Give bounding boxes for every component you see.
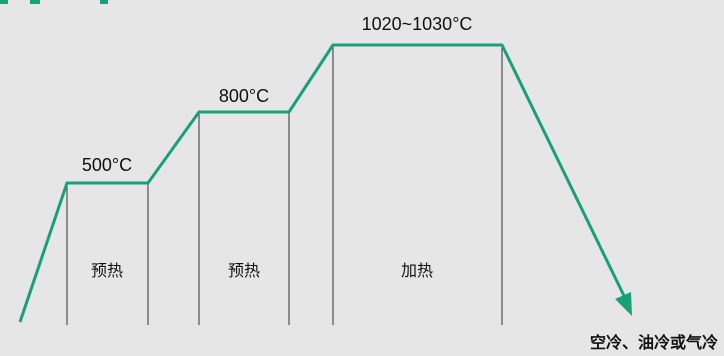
cropped-title-fragment-2 <box>30 0 40 4</box>
stage3-phase-label: 加热 <box>401 261 433 280</box>
stage1-temperature-label: 500°C <box>82 155 132 175</box>
cooling-method-label: 空冷、油冷或气冷 <box>590 333 718 352</box>
stage2-temperature-label: 800°C <box>219 86 269 106</box>
cropped-title-fragment-3 <box>100 0 108 4</box>
stage1-phase-label: 预热 <box>91 261 123 280</box>
stage3-temperature-label: 1020~1030°C <box>362 14 473 34</box>
temperature-curve <box>18 43 630 323</box>
cropped-title-fragment <box>0 0 8 4</box>
arrow-head-icon <box>615 292 632 316</box>
stage2-phase-label: 预热 <box>228 261 260 280</box>
